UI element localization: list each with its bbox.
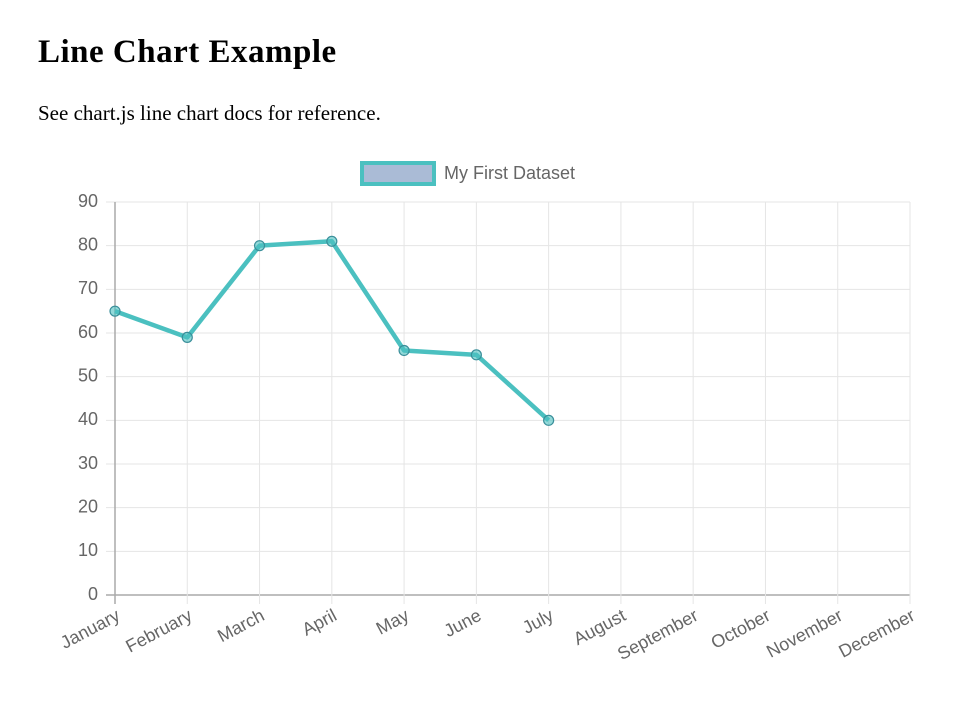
y-tick-label: 40: [78, 409, 98, 429]
x-tick-label: April: [299, 605, 340, 640]
y-tick-label: 10: [78, 540, 98, 560]
data-point: [326, 235, 338, 247]
x-tick-label: March: [214, 605, 268, 646]
page-text: See chart.js line chart docs for referen…: [38, 101, 381, 125]
y-tick-label: 50: [78, 365, 98, 385]
legend-swatch: [360, 161, 436, 186]
x-tick-label: November: [763, 605, 846, 662]
data-point: [181, 331, 193, 343]
y-tick-label: 60: [78, 322, 98, 342]
y-tick-label: 90: [78, 191, 98, 211]
x-tick-label: January: [57, 605, 123, 653]
data-point: [398, 344, 410, 357]
x-tick-label: May: [373, 605, 412, 639]
x-tick-label: December: [835, 605, 918, 662]
data-point: [470, 349, 482, 361]
legend-label: My First Dataset: [444, 163, 575, 183]
data-point: [543, 414, 555, 426]
x-tick-label: September: [614, 605, 701, 664]
data-point: [109, 305, 121, 317]
y-tick-label: 0: [88, 584, 98, 604]
y-tick-label: 20: [78, 496, 98, 516]
y-tick-label: 70: [78, 278, 98, 298]
y-tick-label: 80: [78, 234, 98, 254]
x-tick-label: June: [441, 605, 485, 641]
page-title: Line Chart Example: [38, 34, 337, 70]
x-tick-label: February: [122, 605, 195, 656]
y-tick-label: 30: [78, 453, 98, 473]
data-point: [253, 240, 266, 252]
x-tick-label: July: [519, 605, 557, 638]
